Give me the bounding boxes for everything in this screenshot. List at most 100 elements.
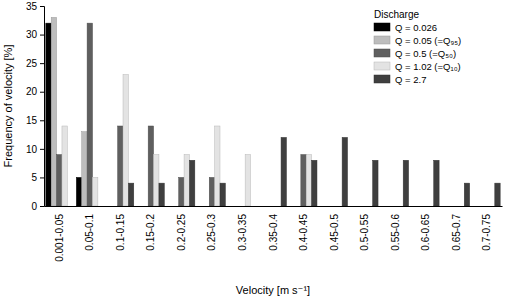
bar — [62, 126, 67, 206]
bar — [454, 206, 459, 207]
bar — [240, 206, 245, 207]
bar — [270, 206, 275, 207]
legend-swatch — [374, 62, 390, 70]
bar — [209, 177, 214, 206]
tick: 30 — [26, 29, 44, 40]
legend-label: Q = 0.026 — [395, 22, 437, 33]
bar — [220, 183, 225, 206]
tick-label: 0.05-0.1 — [84, 214, 95, 251]
tick: 10 — [26, 144, 44, 155]
bar — [251, 206, 256, 207]
legend-item: Q = 0.05 (=Q₉₅) — [374, 35, 461, 46]
bar — [82, 132, 87, 206]
bar — [159, 183, 164, 206]
bar — [473, 206, 478, 207]
bar — [382, 206, 387, 207]
bar — [229, 206, 234, 207]
bar — [337, 206, 342, 207]
bar — [245, 155, 250, 206]
bar — [434, 160, 439, 206]
tick-label: 0.5-0.55 — [359, 214, 370, 251]
legend-swatch — [374, 75, 390, 83]
tick-label: 0.15-0.2 — [145, 214, 156, 251]
bars — [46, 17, 500, 206]
tick-label: 0.45-0.5 — [329, 214, 340, 251]
legend-label: Q = 1.02 (=Q₁₀) — [395, 61, 461, 72]
tick-label: 0 — [31, 201, 37, 212]
bar — [276, 206, 281, 207]
bar — [179, 177, 184, 206]
tick-label: 0.6-0.65 — [420, 214, 431, 251]
bar — [76, 177, 81, 206]
legend-swatch — [374, 49, 390, 57]
series — [57, 23, 307, 206]
series — [62, 75, 312, 206]
tick: 20 — [26, 86, 44, 97]
bar — [306, 155, 311, 206]
bar — [260, 206, 265, 207]
tick: 0.35-0.4 — [268, 214, 279, 251]
legend-item: Q = 1.02 (=Q₁₀) — [374, 61, 461, 72]
tick: 0.5-0.55 — [359, 214, 370, 251]
tick: 0.2-0.25 — [176, 214, 187, 251]
x-axis: 0.001-0.05 0.05-0.1 0.1-0.15 0.15-0.2 0.2-0.… — [45, 207, 503, 262]
tick-label: 0.65-0.7 — [451, 214, 462, 251]
bar — [412, 206, 417, 207]
tick-label: 5 — [31, 172, 37, 183]
tick: 0.7-0.75 — [481, 214, 492, 251]
bar — [198, 206, 203, 207]
bar — [362, 206, 367, 207]
tick: 0.45-0.5 — [329, 214, 340, 251]
tick-label: 0.001-0.05 — [54, 214, 65, 262]
tick-mark — [40, 206, 44, 207]
axis-line — [45, 206, 503, 207]
tick-mark — [40, 149, 44, 150]
tick-label: 0.1-0.15 — [115, 214, 126, 251]
tick-label: 10 — [26, 144, 38, 155]
bar — [137, 206, 142, 207]
tick-label: 0.55-0.6 — [390, 214, 401, 251]
tick-label: 25 — [26, 58, 38, 69]
tick: 0.65-0.7 — [451, 214, 462, 251]
tick-label: 0.4-0.45 — [298, 214, 309, 251]
chart: 051015202530350.001-0.050.05-0.10.1-0.15… — [0, 0, 508, 300]
bar — [148, 126, 153, 206]
bar — [495, 183, 500, 206]
bar — [168, 206, 173, 207]
bar — [92, 177, 97, 206]
tick-label: 0.35-0.4 — [268, 214, 279, 251]
tick-label: 20 — [26, 86, 38, 97]
tick-label: 0.7-0.75 — [481, 214, 492, 251]
tick: 15 — [26, 115, 44, 126]
bar — [423, 206, 428, 207]
bar — [107, 206, 112, 207]
y-axis-title: Frequency of velocity [%] — [2, 45, 14, 168]
legend-item: Q = 0.5 (=Q₅₀) — [374, 48, 456, 59]
bar — [184, 155, 189, 206]
tick: 0.55-0.6 — [390, 214, 401, 251]
tick-label: 0.3-0.35 — [237, 214, 248, 251]
bar — [464, 183, 469, 206]
legend-label: Q = 2.7 — [395, 74, 426, 85]
plot: 051015202530350.001-0.050.05-0.10.1-0.15… — [26, 1, 503, 262]
bar — [173, 206, 178, 207]
bar — [112, 206, 117, 207]
bar — [331, 206, 336, 207]
bar — [189, 160, 194, 206]
legend-title: Discharge — [374, 9, 419, 20]
tick-mark — [40, 6, 44, 7]
bar — [67, 206, 72, 207]
tick: 0 — [31, 201, 44, 212]
bar — [265, 206, 270, 207]
y-axis: 05101520253035 — [26, 1, 45, 212]
legend-swatch — [374, 23, 390, 31]
tick: 0.25-0.3 — [206, 214, 217, 251]
bar — [373, 160, 378, 206]
bar — [489, 206, 494, 207]
bar — [51, 17, 56, 206]
bar — [204, 206, 209, 207]
bar — [357, 206, 362, 207]
bar — [428, 206, 433, 207]
bar — [448, 206, 453, 207]
legend-label: Q = 0.5 (=Q₅₀) — [395, 48, 456, 59]
